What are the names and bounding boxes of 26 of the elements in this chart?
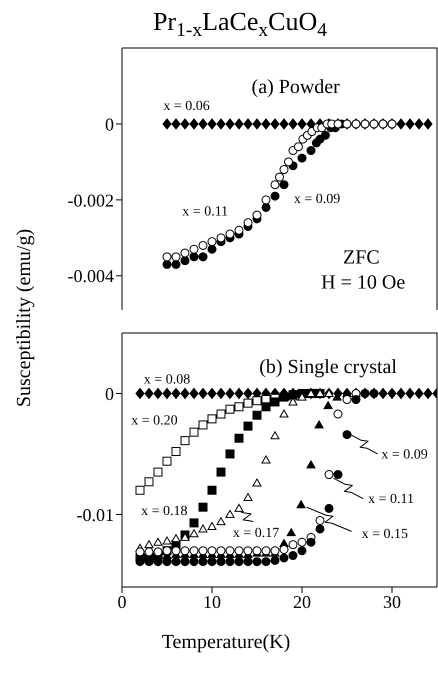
x-tick-label: 10 bbox=[203, 592, 221, 612]
annotation: ZFC bbox=[343, 246, 380, 268]
x-tick-label: 0 bbox=[118, 592, 126, 612]
series-label: x = 0.08 bbox=[144, 372, 190, 388]
series-label: x = 0.06 bbox=[163, 99, 210, 114]
text: x = 0.11 bbox=[368, 492, 414, 508]
y-tick-label: 0 bbox=[105, 114, 114, 134]
x-tick-label: 30 bbox=[383, 592, 401, 612]
x-tick-label: 20 bbox=[293, 592, 311, 612]
series-label: x = 0.11 bbox=[182, 204, 228, 220]
annotation: (b) Single crystal bbox=[259, 356, 398, 378]
chart-title: Pr$_{1-x}$LaCe$_{x}$CuO$_{4}$ bbox=[152, 7, 328, 41]
y-axis-title: Susceptibility (emu/g) bbox=[13, 228, 35, 408]
legend-label: x = 0.17 bbox=[232, 526, 280, 541]
x-axis-title: Temperature(K) bbox=[162, 631, 290, 653]
annotation: H = 10 Oe bbox=[321, 271, 406, 294]
text: x = 0.15 bbox=[362, 527, 408, 542]
series-label: x = 0.09 bbox=[294, 192, 340, 208]
y-tick-label: -0.004 bbox=[68, 266, 114, 286]
y-tick-label: 0 bbox=[105, 384, 114, 404]
annotation: (a) Powder bbox=[252, 75, 340, 98]
y-tick-label: -0.01 bbox=[76, 504, 114, 525]
y-tick-label: -0.002 bbox=[68, 190, 114, 210]
text: x = 0.09 bbox=[381, 447, 428, 462]
series-label: x = 0.18 bbox=[141, 504, 188, 520]
series-label: x = 0.20 bbox=[131, 414, 178, 429]
